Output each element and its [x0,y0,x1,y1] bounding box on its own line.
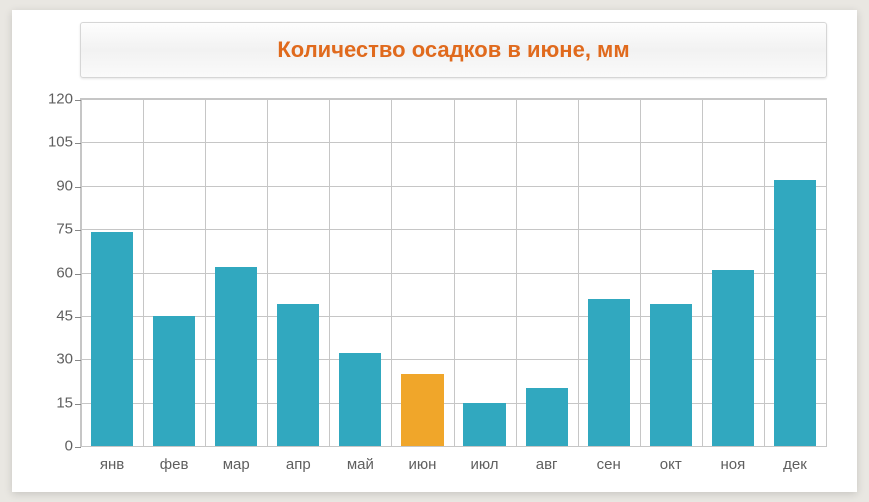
gridline-v [391,99,392,446]
bar [153,316,195,446]
y-axis-label: 15 [33,394,73,411]
x-axis-label: дек [783,456,807,473]
x-axis-label: май [347,456,374,473]
bar [774,180,816,446]
gridline-v [81,99,82,446]
bar [526,388,568,446]
bar [339,353,381,446]
y-axis-label: 120 [33,91,73,108]
y-axis-label: 105 [33,134,73,151]
y-axis-label: 45 [33,307,73,324]
bar [215,267,257,446]
gridline-h [81,446,826,447]
x-axis-label: июн [408,456,436,473]
y-axis-label: 75 [33,221,73,238]
bar [401,374,443,446]
chart-title: Количество осадков в июне, мм [277,37,629,63]
bar [650,304,692,446]
x-axis-label: июл [471,456,499,473]
bar [91,232,133,446]
y-axis-label: 90 [33,177,73,194]
gridline-v [454,99,455,446]
gridline-v [329,99,330,446]
x-axis-label: сен [597,456,621,473]
gridline-v [143,99,144,446]
x-axis-label: апр [286,456,311,473]
gridline-v [702,99,703,446]
gridline-v [764,99,765,446]
y-tick [75,447,81,448]
y-axis-label: 30 [33,351,73,368]
gridline-v [826,99,827,446]
gridline-v [640,99,641,446]
x-axis-label: янв [100,456,124,473]
gridline-v [267,99,268,446]
x-axis-label: ноя [721,456,746,473]
gridline-v [205,99,206,446]
y-axis-label: 60 [33,264,73,281]
bar [463,403,505,446]
bar [712,270,754,446]
bar [588,299,630,446]
x-axis-label: окт [660,456,682,473]
y-axis-label: 0 [33,438,73,455]
x-axis-label: фев [160,456,189,473]
x-axis-label: мар [223,456,250,473]
gridline-v [578,99,579,446]
chart-title-box: Количество осадков в июне, мм [80,22,827,78]
chart-plot-area: 0153045607590105120янвфевмарапрмайиюниюл… [80,98,827,447]
bar [277,304,319,446]
x-axis-label: авг [536,456,558,473]
chart-frame: Количество осадков в июне, мм 0153045607… [12,10,857,492]
gridline-v [516,99,517,446]
